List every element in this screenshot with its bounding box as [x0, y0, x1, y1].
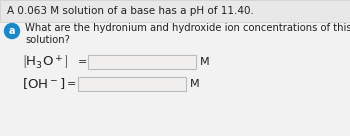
Text: What are the hydronium and hydroxide ion concentrations of this: What are the hydronium and hydroxide ion… [25, 23, 350, 33]
FancyBboxPatch shape [0, 0, 350, 22]
Text: =: = [67, 79, 76, 89]
Text: =: = [78, 57, 88, 67]
Circle shape [5, 24, 20, 38]
Text: M: M [200, 57, 210, 67]
Text: solution?: solution? [25, 35, 70, 45]
FancyBboxPatch shape [88, 55, 196, 69]
Text: a: a [9, 26, 15, 36]
FancyBboxPatch shape [78, 77, 186, 91]
Text: $\left[\mathrm{H_3O^+}\right]$: $\left[\mathrm{H_3O^+}\right]$ [22, 53, 68, 70]
Text: $\mathrm{[OH^-]}$: $\mathrm{[OH^-]}$ [22, 77, 65, 92]
Text: A 0.063 M solution of a base has a pH of 11.40.: A 0.063 M solution of a base has a pH of… [7, 6, 254, 16]
Text: M: M [190, 79, 199, 89]
